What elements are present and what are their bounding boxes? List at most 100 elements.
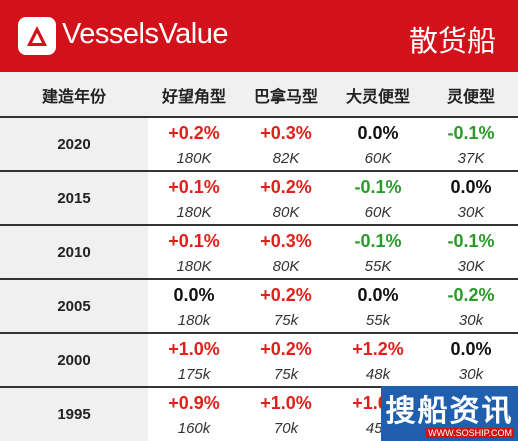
vessel-size: 180K [176, 257, 212, 275]
vessel-size: 75k [273, 311, 299, 329]
vessel-size: 75k [273, 365, 299, 383]
value-cell: -0.1% 37K [424, 118, 518, 171]
price-change: 0.0% [173, 284, 215, 305]
value-cell: +0.2% 75k [240, 280, 332, 333]
value-cell: +1.0% 175k [148, 334, 240, 387]
vessel-size: 30K [457, 257, 485, 275]
price-change: 0.0% [357, 284, 399, 305]
vessel-size: 30k [458, 311, 484, 329]
price-change: +0.1% [168, 230, 220, 251]
vessel-size: 80K [272, 257, 300, 275]
year: 2000 [57, 352, 91, 369]
vessel-size: 180k [177, 311, 211, 329]
price-change: +0.3% [260, 230, 312, 251]
vessel-size: 80K [272, 203, 300, 221]
vessel-size: 175k [177, 365, 211, 383]
price-change: -0.1% [447, 122, 495, 143]
vessel-size: 180K [176, 149, 212, 167]
year-cell: 2010 [0, 226, 148, 279]
brand: VesselsValue [62, 18, 228, 50]
price-change: -0.1% [447, 230, 495, 251]
vessel-size: 180K [176, 203, 212, 221]
value-cell: +0.2% 75k [240, 334, 332, 387]
row-divider [0, 170, 518, 172]
price-change: -0.1% [354, 230, 402, 251]
year: 2015 [57, 190, 91, 207]
value-cell: -0.1% 30K [424, 226, 518, 279]
price-change: +0.9% [168, 392, 220, 413]
vessel-size: 30k [458, 365, 484, 383]
year: 1995 [57, 406, 91, 423]
price-change: 0.0% [357, 122, 399, 143]
row-divider [0, 116, 518, 118]
value-cell: -0.1% 55K [332, 226, 424, 279]
value-cell: 0.0% 55k [332, 280, 424, 333]
header-title: 散货船 [408, 26, 496, 58]
column-header-bg [0, 72, 518, 117]
price-change: 0.0% [450, 338, 492, 359]
price-change: +0.3% [260, 122, 312, 143]
vessel-size: 82K [272, 149, 300, 167]
column-header-text: 好望角型 [161, 88, 226, 106]
column-header-text: 建造年份 [41, 88, 106, 106]
row-divider [0, 278, 518, 280]
price-change: +0.1% [168, 176, 220, 197]
value-cell: +0.2% 80K [240, 172, 332, 225]
column-header-text: 巴拿马型 [253, 88, 318, 106]
price-change: 0.0% [450, 176, 492, 197]
year: 2020 [57, 136, 91, 153]
vessel-size: 48k [365, 365, 391, 383]
year-cell: 2005 [0, 280, 148, 333]
value-cell: 0.0% 180k [148, 280, 240, 333]
column-header-text: 大灵便型 [345, 88, 410, 106]
price-change: -0.1% [354, 176, 402, 197]
row-divider [0, 224, 518, 226]
price-change: +0.2% [168, 122, 220, 143]
column-header: 巴拿马型 [240, 72, 332, 117]
column-header: 建造年份 [0, 72, 148, 117]
price-change: -0.2% [447, 284, 495, 305]
value-cell: +0.3% 80K [240, 226, 332, 279]
value-cell: +0.1% 180K [148, 172, 240, 225]
price-change: +0.2% [260, 176, 312, 197]
value-cell: -0.1% 60K [332, 172, 424, 225]
price-change: +1.2% [352, 338, 404, 359]
row-divider [0, 332, 518, 334]
year: 2010 [57, 244, 91, 261]
header-bar [0, 0, 518, 72]
vessel-size: 160k [177, 419, 211, 437]
vessel-size: 55K [364, 257, 392, 275]
year: 2005 [57, 298, 91, 315]
column-header-text: 灵便型 [446, 88, 495, 106]
watermark-title: 搜船资讯 [385, 395, 514, 428]
column-header: 好望角型 [148, 72, 240, 117]
price-change: +0.2% [260, 338, 312, 359]
value-cell: +0.1% 180K [148, 226, 240, 279]
price-change: +1.0% [168, 338, 220, 359]
vessel-size: 37K [457, 149, 485, 167]
value-cell: +0.9% 160k [148, 388, 240, 441]
vessel-size: 30K [457, 203, 485, 221]
vessel-size: 55k [365, 311, 391, 329]
logo-icon [18, 17, 56, 55]
value-cell: 0.0% 30K [424, 172, 518, 225]
year-cell: 1995 [0, 388, 148, 441]
price-change: +1.0% [260, 392, 312, 413]
value-cell: +0.3% 82K [240, 118, 332, 171]
price-change: +0.2% [260, 284, 312, 305]
value-cell: 0.0% 60K [332, 118, 424, 171]
watermark-url: WWW.SOSHIP.COM [426, 428, 514, 438]
vessel-size: 60K [364, 149, 392, 167]
year-cell: 2015 [0, 172, 148, 225]
row-divider [0, 386, 518, 388]
value-cell: +1.0% 70k [240, 388, 332, 441]
value-cell: +1.2% 48k [332, 334, 424, 387]
column-header: 大灵便型 [332, 72, 424, 117]
year-cell: 2020 [0, 118, 148, 171]
vessel-size: 60K [364, 203, 392, 221]
year-cell: 2000 [0, 334, 148, 387]
value-cell: -0.2% 30k [424, 280, 518, 333]
vessel-size: 70k [273, 419, 299, 437]
value-cell: 0.0% 30k [424, 334, 518, 387]
